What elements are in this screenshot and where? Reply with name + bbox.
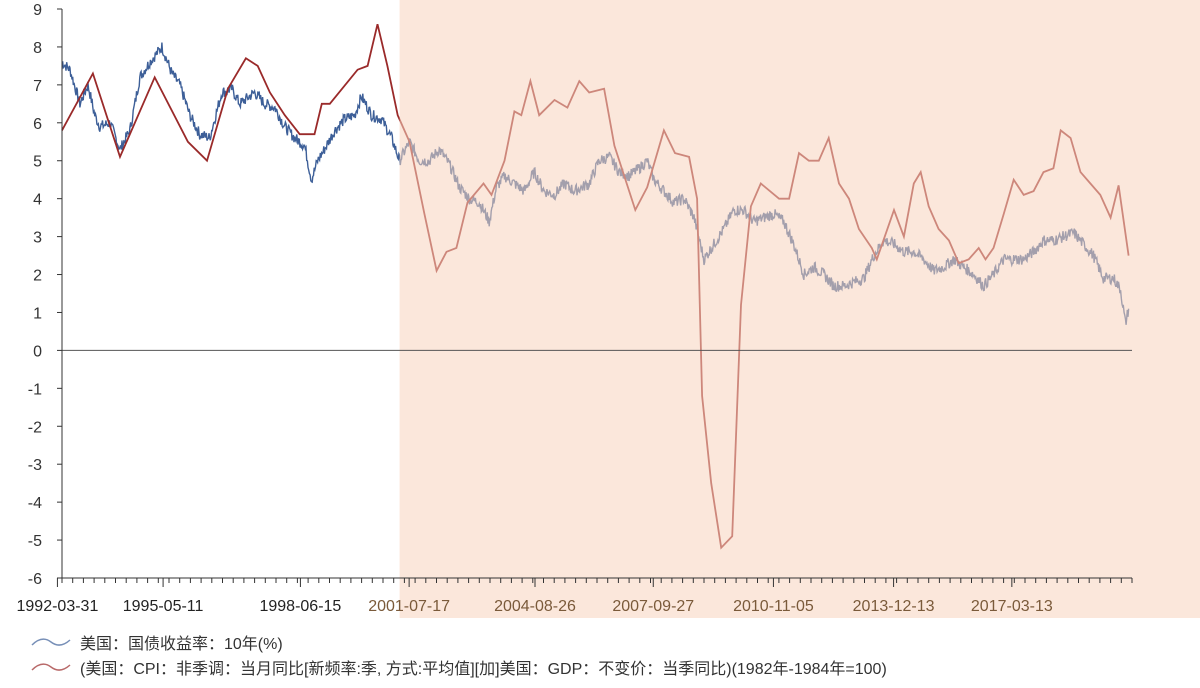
x-tick-label: 1998-06-15 <box>259 598 341 615</box>
y-tick-label: 3 <box>33 230 42 247</box>
x-tick-label: 2017-03-13 <box>971 598 1053 615</box>
x-tick-label: 1995-05-11 <box>123 598 204 615</box>
shaded-region <box>399 0 1200 618</box>
y-tick-label: -1 <box>28 381 42 398</box>
y-tick-label: -6 <box>28 571 42 588</box>
x-tick-label: 2013-12-13 <box>853 598 935 615</box>
legend-label: 美国：国债收益率：10年(%) <box>80 636 283 653</box>
y-tick-label: -3 <box>28 457 42 474</box>
y-tick-label: 5 <box>33 154 42 171</box>
y-tick-label: 7 <box>33 78 42 95</box>
y-tick-label: 6 <box>33 116 42 133</box>
x-tick-label: 2007-09-27 <box>612 598 694 615</box>
y-tick-label: 0 <box>33 343 42 360</box>
x-tick-label: 2001-07-17 <box>368 598 450 615</box>
legend-line-icon <box>31 638 71 646</box>
legend-item-cpi-gdp: (美国：CPI：非季调：当月同比[新频率:季, 方式:平均值][加]美国：GDP… <box>30 655 887 679</box>
x-tick-label: 2004-08-26 <box>494 598 576 615</box>
y-tick-label: 4 <box>33 192 42 209</box>
x-tick-label: 1992-03-31 <box>17 598 99 615</box>
y-tick-label: 1 <box>33 305 42 322</box>
y-tick-label: -5 <box>28 533 42 550</box>
legend-label: (美国：CPI：非季调：当月同比[新频率:季, 方式:平均值][加]美国：GDP… <box>80 661 887 678</box>
y-tick-label: -4 <box>28 495 42 512</box>
y-tick-label: 9 <box>33 2 42 19</box>
legend-item-treasury-yield: 美国：国债收益率：10年(%) <box>30 630 283 654</box>
x-tick-label: 2010-11-05 <box>733 598 814 615</box>
y-tick-label: 8 <box>33 40 42 57</box>
y-tick-label: 2 <box>33 268 42 285</box>
legend-line-icon <box>31 663 71 671</box>
y-tick-label: -2 <box>28 419 42 436</box>
